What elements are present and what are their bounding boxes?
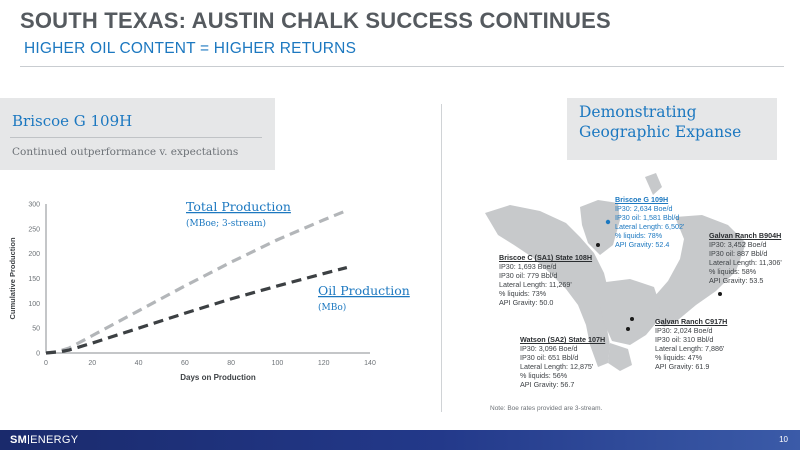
well-stat: % liquids: 73%	[499, 288, 547, 298]
well-stat: Lateral Length: 6,502'	[615, 221, 685, 231]
well-stat: IP30: 2,634 Boe/d	[615, 203, 673, 213]
well-stat: % liquids: 78%	[615, 230, 663, 240]
well-stat: IP30 oil: 1,581 Bbl/d	[615, 212, 680, 222]
page-number: 10	[779, 435, 788, 444]
y-tick-label: 200	[28, 251, 40, 258]
well-label-galvan-c: Galvan Ranch C917H IP30: 2,024 Boe/d IP30 …	[655, 317, 728, 371]
x-tick-label: 20	[88, 360, 96, 367]
well-stat: IP30: 3,452 Boe/d	[709, 239, 767, 249]
acreage-north	[580, 200, 620, 255]
well-stat: Lateral Length: 11,269'	[499, 279, 572, 289]
y-axis-label: Cumulative Production	[8, 237, 17, 320]
well-stat: IP30: 2,024 Boe/d	[655, 325, 713, 335]
well-marker-galvan-b	[718, 292, 722, 296]
y-tick-label: 0	[36, 351, 40, 358]
well-stat: IP30 oil: 887 Bbl/d	[709, 248, 768, 258]
well-stat: % liquids: 56%	[520, 370, 568, 380]
y-tick-label: 250	[28, 226, 40, 233]
acreage-east	[652, 215, 746, 327]
acreage-south	[608, 343, 632, 371]
well-label-galvan-b: Galvan Ranch B904H IP30: 3,452 Boe/d IP30 …	[709, 231, 782, 285]
y-tick-label: 50	[32, 326, 40, 333]
series-unit-total-production: (MBoe; 3-stream)	[186, 218, 266, 229]
x-tick-label: 120	[318, 360, 330, 367]
well-stat: IP30 oil: 651 Bbl/d	[520, 352, 579, 362]
series-line-oil-production	[45, 266, 348, 355]
y-tick-label: 150	[28, 276, 40, 283]
y-tick-label: 300	[28, 202, 40, 209]
well-marker-watson	[626, 327, 630, 331]
well-name: Watson (SA2) State 107H	[520, 335, 606, 344]
x-tick-label: 80	[227, 360, 235, 367]
logo-sm: SM	[10, 434, 28, 446]
slide-subtitle: HIGHER OIL CONTENT = HIGHER RETURNS	[24, 40, 357, 57]
well-name: Briscoe G 109H	[615, 195, 669, 204]
geographic-panel: Demonstrating Geographic Expanse	[567, 98, 777, 160]
acreage-central	[598, 279, 660, 345]
geographic-panel-title: Demonstrating Geographic Expanse	[579, 102, 741, 142]
well-stat: % liquids: 47%	[655, 352, 703, 362]
well-name: Galvan Ranch B904H	[709, 231, 782, 240]
well-stat: Lateral Length: 7,886'	[655, 343, 725, 353]
well-stat: Lateral Length: 11,306'	[709, 257, 782, 267]
well-stat: IP30 oil: 310 Bbl/d	[655, 334, 714, 344]
well-label-briscoe-g: Briscoe G 109H IP30: 2,634 Boe/d IP30 oil:…	[615, 195, 685, 249]
footer: SM ENERGY 10	[0, 430, 800, 450]
well-stat: Lateral Length: 12,875'	[520, 361, 594, 371]
briscoe-panel-description: Continued outperformance v. expectations	[12, 146, 239, 158]
section-divider	[441, 104, 442, 412]
briscoe-panel: Briscoe G 109H Continued outperformance …	[0, 98, 275, 170]
production-chart: 0 50 100 150 200 250 300 0 20 40 60 80 100 120 140 Cu…	[8, 199, 410, 382]
x-axis-label: Days on Production	[180, 373, 256, 382]
series-unit-oil-production: (MBo)	[318, 302, 346, 313]
acreage-west-main	[485, 205, 610, 367]
map	[485, 173, 746, 371]
x-tick-label: 100	[272, 360, 284, 367]
series-label-total-production: Total Production	[186, 199, 291, 214]
well-stat: IP30: 3,096 Boe/d	[520, 343, 578, 353]
well-marker-briscoe-g	[605, 219, 611, 225]
well-markers	[596, 219, 722, 331]
well-label-watson: Watson (SA2) State 107H IP30: 3,096 Boe/d…	[520, 335, 606, 389]
well-stat: API Gravity: 56.7	[520, 379, 575, 389]
logo-energy: ENERGY	[30, 434, 79, 446]
header-divider	[20, 66, 784, 67]
x-tick-label: 60	[181, 360, 189, 367]
geographic-panel-title-line1: Demonstrating	[579, 103, 697, 121]
x-tick-label: 40	[135, 360, 143, 367]
series-label-oil-production: Oil Production	[318, 283, 410, 298]
well-name: Galvan Ranch C917H	[655, 317, 728, 326]
well-stat: IP30: 1,693 Boe/d	[499, 261, 557, 271]
acreage-spike	[645, 173, 662, 195]
x-tick-label: 140	[364, 360, 376, 367]
well-label-briscoe-c: Briscoe C (SA1) State 108H IP30: 1,693 Bo…	[499, 253, 593, 307]
well-stat: IP30 oil: 779 Bbl/d	[499, 270, 558, 280]
well-stat: % liquids: 58%	[709, 266, 757, 276]
well-stat: API Gravity: 52.4	[615, 239, 670, 249]
map-note: Note: Boe rates provided are 3-stream.	[490, 405, 603, 412]
company-logo: SM ENERGY	[10, 434, 78, 446]
y-tick-label: 100	[28, 301, 40, 308]
well-stat: API Gravity: 61.9	[655, 361, 710, 371]
acreage-shapes	[485, 173, 746, 371]
geographic-panel-title-line2: Geographic Expanse	[579, 123, 742, 141]
well-name: Briscoe C (SA1) State 108H	[499, 253, 593, 262]
briscoe-panel-divider	[10, 137, 262, 138]
well-stat: API Gravity: 53.5	[709, 275, 764, 285]
briscoe-panel-title: Briscoe G 109H	[12, 112, 133, 130]
well-stat: API Gravity: 50.0	[499, 297, 554, 307]
well-marker-galvan-c	[630, 317, 634, 321]
x-tick-label: 0	[44, 360, 48, 367]
well-marker-briscoe-c	[596, 243, 600, 247]
slide-title: SOUTH TEXAS: AUSTIN CHALK SUCCESS CONTIN…	[20, 8, 611, 33]
series-line-total-production	[45, 208, 348, 355]
